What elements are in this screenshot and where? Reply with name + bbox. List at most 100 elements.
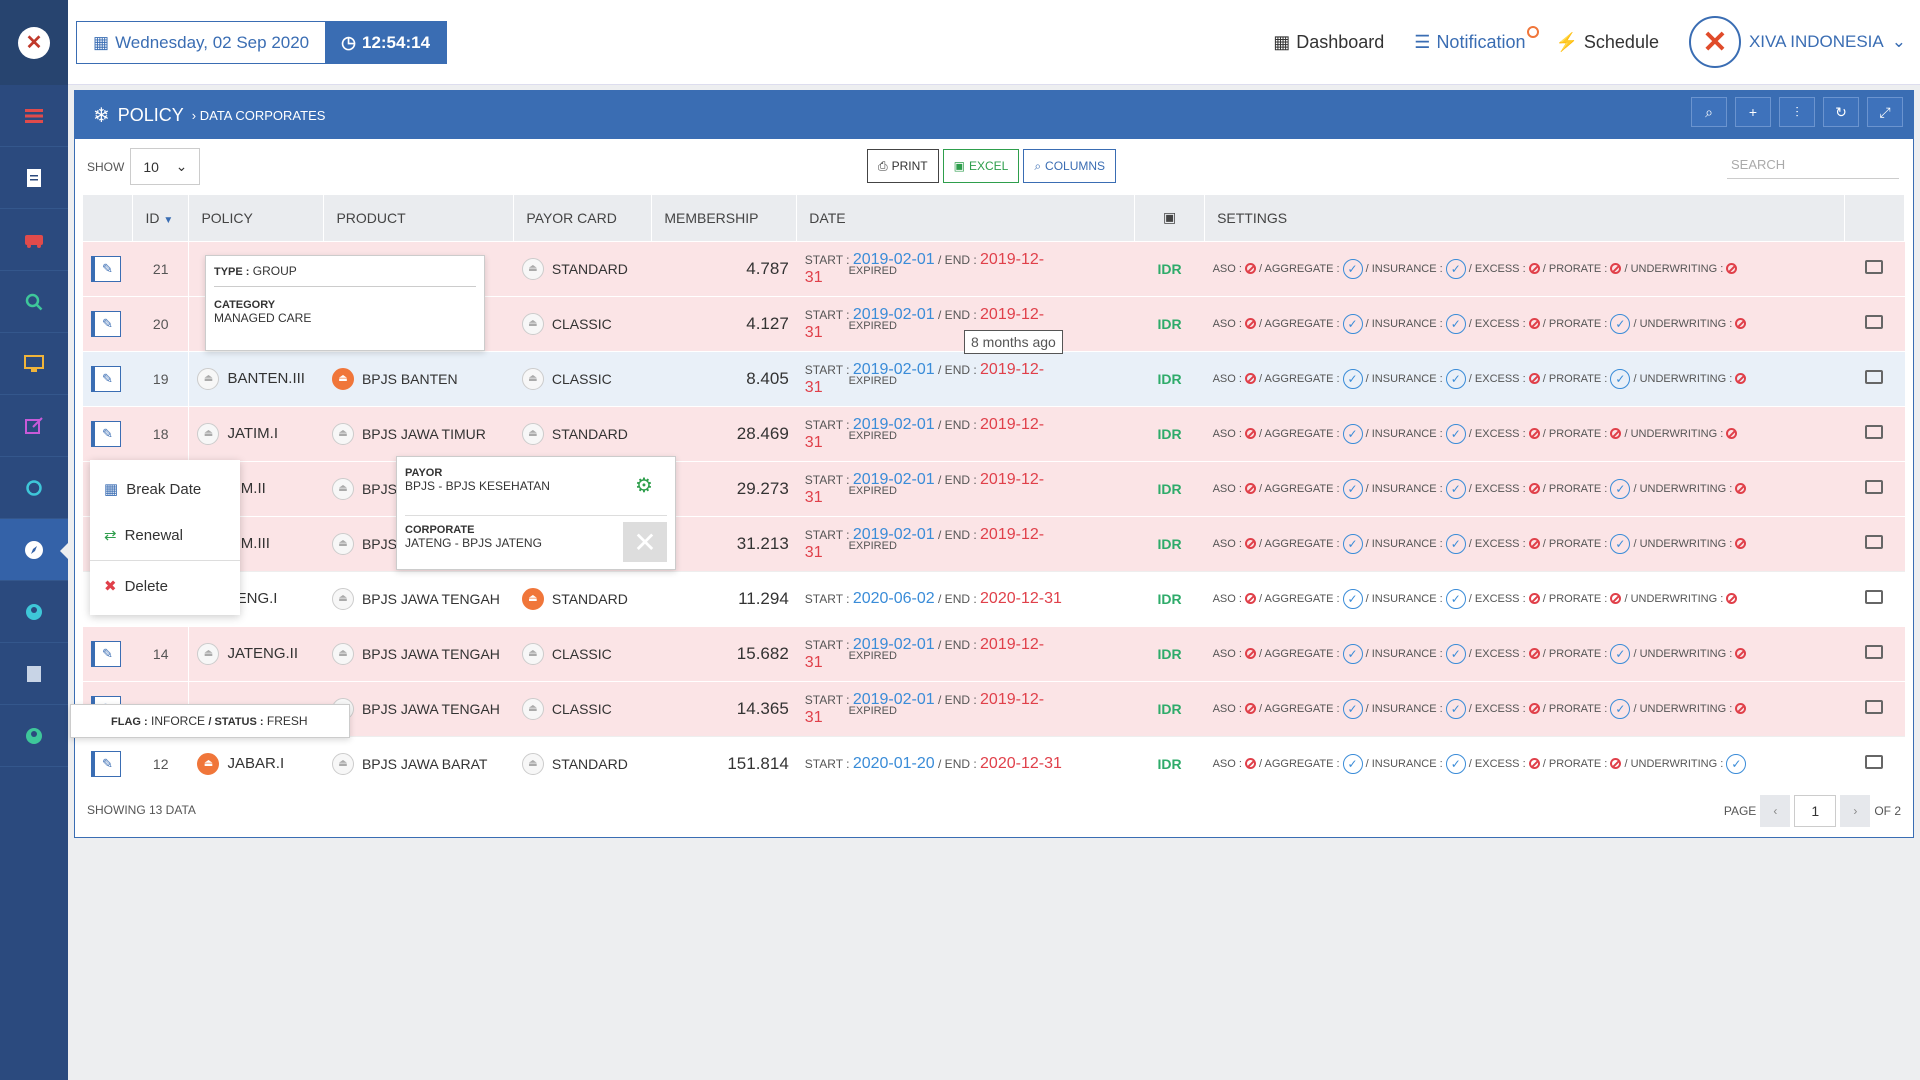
print-button[interactable]: ⎙ PRINT xyxy=(867,149,939,183)
row-payor[interactable]: ⏏ STANDARD xyxy=(513,735,652,791)
eject-icon[interactable]: ⏏ xyxy=(331,587,354,610)
table-row[interactable]: ✎ ⏏BPJS JAWA TENGAH ⏏CLASSIC 14.365 STAR… xyxy=(83,680,1905,736)
eject-icon[interactable]: ⏏ xyxy=(331,422,354,445)
row-comment[interactable] xyxy=(1844,625,1905,681)
wrench-icon[interactable]: ✎ xyxy=(91,750,121,777)
eject-icon[interactable]: ⏏ xyxy=(521,697,544,720)
panel-filter-button[interactable]: ⫶ xyxy=(1779,97,1815,127)
col-payor[interactable]: PAYOR CARD xyxy=(513,195,653,241)
col-id[interactable]: ID ▼ xyxy=(132,195,190,241)
wrench-icon[interactable]: ✎ xyxy=(91,255,121,282)
eject-icon[interactable]: ⏏ xyxy=(521,367,544,390)
nav-dashboard[interactable]: ▦ Dashboard xyxy=(1273,32,1384,53)
col-settings[interactable]: SETTINGS xyxy=(1204,195,1845,241)
wrench-icon[interactable]: ✎ xyxy=(91,640,121,667)
sidebar-item-policy[interactable] xyxy=(0,519,68,581)
wrench-icon[interactable]: ✎ xyxy=(91,365,121,392)
table-row[interactable]: ✎ 21 ⏏ STANDARD 4.787 START : 2019-02-01 … xyxy=(83,240,1905,296)
table-row[interactable]: ✎ 19 ⏏ BANTEN.III ⏏ BPJS BANTEN ⏏ CLASSIC 8… xyxy=(83,350,1905,406)
row-comment[interactable] xyxy=(1844,570,1905,626)
menu-renewal[interactable]: ⇄ Renewal xyxy=(90,512,240,558)
row-product[interactable]: ⏏ BPJS JAWA TIMUR xyxy=(323,405,514,461)
panel-refresh-button[interactable]: ↻ xyxy=(1823,97,1859,127)
eject-icon[interactable]: ⏏ xyxy=(521,642,544,665)
row-payor[interactable]: ⏏ STANDARD xyxy=(513,570,652,626)
eject-icon[interactable]: ⏏ xyxy=(521,422,544,445)
columns-button[interactable]: ⌕ COLUMNS xyxy=(1023,149,1117,183)
row-policy[interactable]: ⏏ JATENG.II xyxy=(188,625,324,681)
row-comment[interactable] xyxy=(1844,680,1905,736)
menu-delete[interactable]: ✖ Delete xyxy=(90,563,240,609)
next-page-button[interactable]: › xyxy=(1840,795,1871,827)
col-membership[interactable]: MEMBERSHIP xyxy=(651,195,798,241)
row-product[interactable]: ⏏BPJS JAWA TENGAH xyxy=(323,680,514,736)
app-logo[interactable]: ✕ xyxy=(0,0,68,85)
sidebar-item-user[interactable] xyxy=(0,581,68,643)
eject-icon[interactable]: ⏏ xyxy=(521,257,544,280)
row-comment[interactable] xyxy=(1844,295,1905,351)
eject-icon[interactable]: ⏏ xyxy=(197,642,220,665)
eject-icon[interactable]: ⏏ xyxy=(197,422,220,445)
table-row[interactable]: ✎ ⏏TIM.III ⏏BPJS 31.213 START : 2019-02-… xyxy=(83,515,1905,571)
eject-icon[interactable]: ⏏ xyxy=(331,752,354,775)
eject-icon[interactable]: ⏏ xyxy=(331,477,354,500)
row-comment[interactable] xyxy=(1844,735,1905,791)
sidebar-menu-toggle[interactable] xyxy=(0,85,68,147)
sidebar-item-notes[interactable] xyxy=(0,643,68,705)
col-currency[interactable]: ▣ xyxy=(1134,195,1206,241)
prev-page-button[interactable]: ‹ xyxy=(1760,795,1791,827)
row-product[interactable]: ⏏ BPJS BANTEN xyxy=(323,350,514,406)
row-policy[interactable]: ⏏ JABAR.I xyxy=(188,735,324,791)
row-policy[interactable]: ⏏ JATIM.I xyxy=(188,405,324,461)
brand-menu[interactable]: ✕ XIVA INDONESIA ⌄ xyxy=(1688,16,1906,68)
row-payor[interactable]: ⏏ CLASSIC xyxy=(513,680,652,736)
eject-icon[interactable]: ⏏ xyxy=(521,752,544,775)
sidebar-item-monitor[interactable] xyxy=(0,333,68,395)
table-row[interactable]: ✎ ⏏TIM.II ⏏BPJS 29.273 START : 2019-02-0… xyxy=(83,460,1905,516)
row-comment[interactable] xyxy=(1844,240,1905,296)
sidebar-item-search[interactable] xyxy=(0,271,68,333)
page-size-select[interactable]: 10 ⌄ xyxy=(130,148,201,185)
eject-icon[interactable]: ⏏ xyxy=(521,587,544,610)
table-row[interactable]: ✎ ⏏TENG.I ⏏BPJS JAWA TENGAH ⏏STANDARD 11… xyxy=(83,570,1905,626)
row-comment[interactable] xyxy=(1844,405,1905,461)
table-row[interactable]: ✎ 14 ⏏ JATENG.II ⏏ BPJS JAWA TENGAH ⏏ CLASS… xyxy=(83,625,1905,681)
nav-schedule[interactable]: ⚡ Schedule xyxy=(1555,32,1658,53)
eject-icon[interactable]: ⏏ xyxy=(197,367,220,390)
sidebar-item-documents[interactable] xyxy=(0,147,68,209)
row-product[interactable]: ⏏ BPJS JAWA BARAT xyxy=(323,735,514,791)
menu-break-date[interactable]: ▦ Break Date xyxy=(90,466,240,512)
eject-icon[interactable]: ⏏ xyxy=(197,752,220,775)
panel-fullscreen-button[interactable]: ⤢ xyxy=(1867,97,1903,127)
table-row[interactable]: ✎ 18 ⏏ JATIM.I ⏏ BPJS JAWA TIMUR ⏏ STANDARD… xyxy=(83,405,1905,461)
eject-icon[interactable]: ⏏ xyxy=(331,532,354,555)
row-payor[interactable]: ⏏ STANDARD xyxy=(513,240,652,296)
sidebar-item-external[interactable] xyxy=(0,395,68,457)
sidebar-item-account[interactable] xyxy=(0,705,68,767)
row-payor[interactable]: ⏏ CLASSIC xyxy=(513,295,652,351)
row-comment[interactable] xyxy=(1844,350,1905,406)
row-policy[interactable]: ⏏ BANTEN.III xyxy=(188,350,324,406)
row-product[interactable]: ⏏BPJS JAWA TENGAH xyxy=(323,625,514,681)
eject-icon[interactable]: ⏏ xyxy=(521,312,544,335)
page-input[interactable]: 1 xyxy=(1794,795,1837,827)
col-product[interactable]: PRODUCT xyxy=(323,195,515,241)
sidebar-item-hospital[interactable] xyxy=(0,209,68,271)
nav-notification[interactable]: ☰ Notification xyxy=(1414,25,1540,53)
row-comment[interactable] xyxy=(1844,515,1905,571)
panel-add-button[interactable]: + xyxy=(1735,97,1771,127)
excel-button[interactable]: ▣ EXCEL xyxy=(942,149,1020,183)
eject-icon[interactable]: ⏏ xyxy=(331,642,354,665)
row-product[interactable]: ⏏BPJS JAWA TENGAH xyxy=(323,570,514,626)
row-payor[interactable]: ⏏ STANDARD xyxy=(513,405,652,461)
col-date[interactable]: DATE xyxy=(796,195,1136,241)
eject-icon[interactable]: ⏏ xyxy=(331,367,354,390)
row-payor[interactable]: ⏏ CLASSIC xyxy=(513,625,652,681)
search-input[interactable]: SEARCH xyxy=(1727,151,1899,179)
sidebar-item-refresh[interactable] xyxy=(0,457,68,519)
wrench-icon[interactable]: ✎ xyxy=(91,420,121,447)
row-payor[interactable]: ⏏ CLASSIC xyxy=(513,350,652,406)
col-policy[interactable]: POLICY xyxy=(188,195,325,241)
row-comment[interactable] xyxy=(1844,460,1905,516)
wrench-icon[interactable]: ✎ xyxy=(91,310,121,337)
